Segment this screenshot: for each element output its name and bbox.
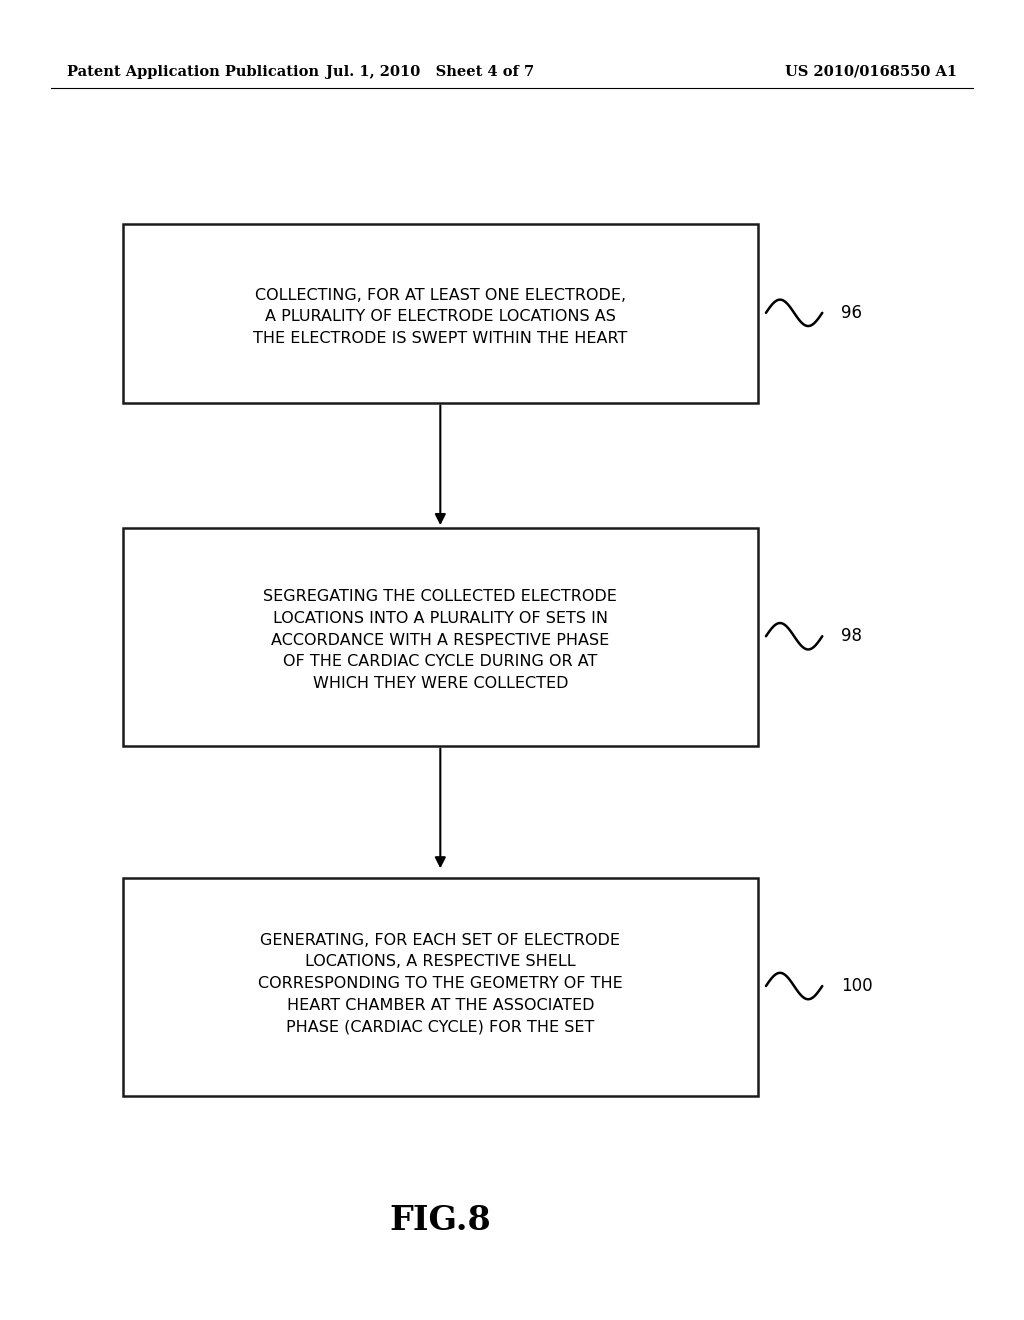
Text: 100: 100 [841,977,872,995]
Bar [123,878,758,1096]
Text: GENERATING, FOR EACH SET OF ELECTRODE
LOCATIONS, A RESPECTIVE SHELL
CORRESPONDIN: GENERATING, FOR EACH SET OF ELECTRODE LO… [258,933,623,1034]
Text: FIG.8: FIG.8 [389,1204,492,1238]
Text: Patent Application Publication: Patent Application Publication [67,65,318,79]
Text: US 2010/0168550 A1: US 2010/0168550 A1 [785,65,957,79]
Bar [123,224,758,403]
Text: COLLECTING, FOR AT LEAST ONE ELECTRODE,
A PLURALITY OF ELECTRODE LOCATIONS AS
TH: COLLECTING, FOR AT LEAST ONE ELECTRODE, … [253,288,628,346]
Text: SEGREGATING THE COLLECTED ELECTRODE
LOCATIONS INTO A PLURALITY OF SETS IN
ACCORD: SEGREGATING THE COLLECTED ELECTRODE LOCA… [263,590,617,690]
Text: Jul. 1, 2010   Sheet 4 of 7: Jul. 1, 2010 Sheet 4 of 7 [326,65,535,79]
Text: 98: 98 [841,627,862,645]
Text: 96: 96 [841,304,862,322]
Bar [123,528,758,746]
